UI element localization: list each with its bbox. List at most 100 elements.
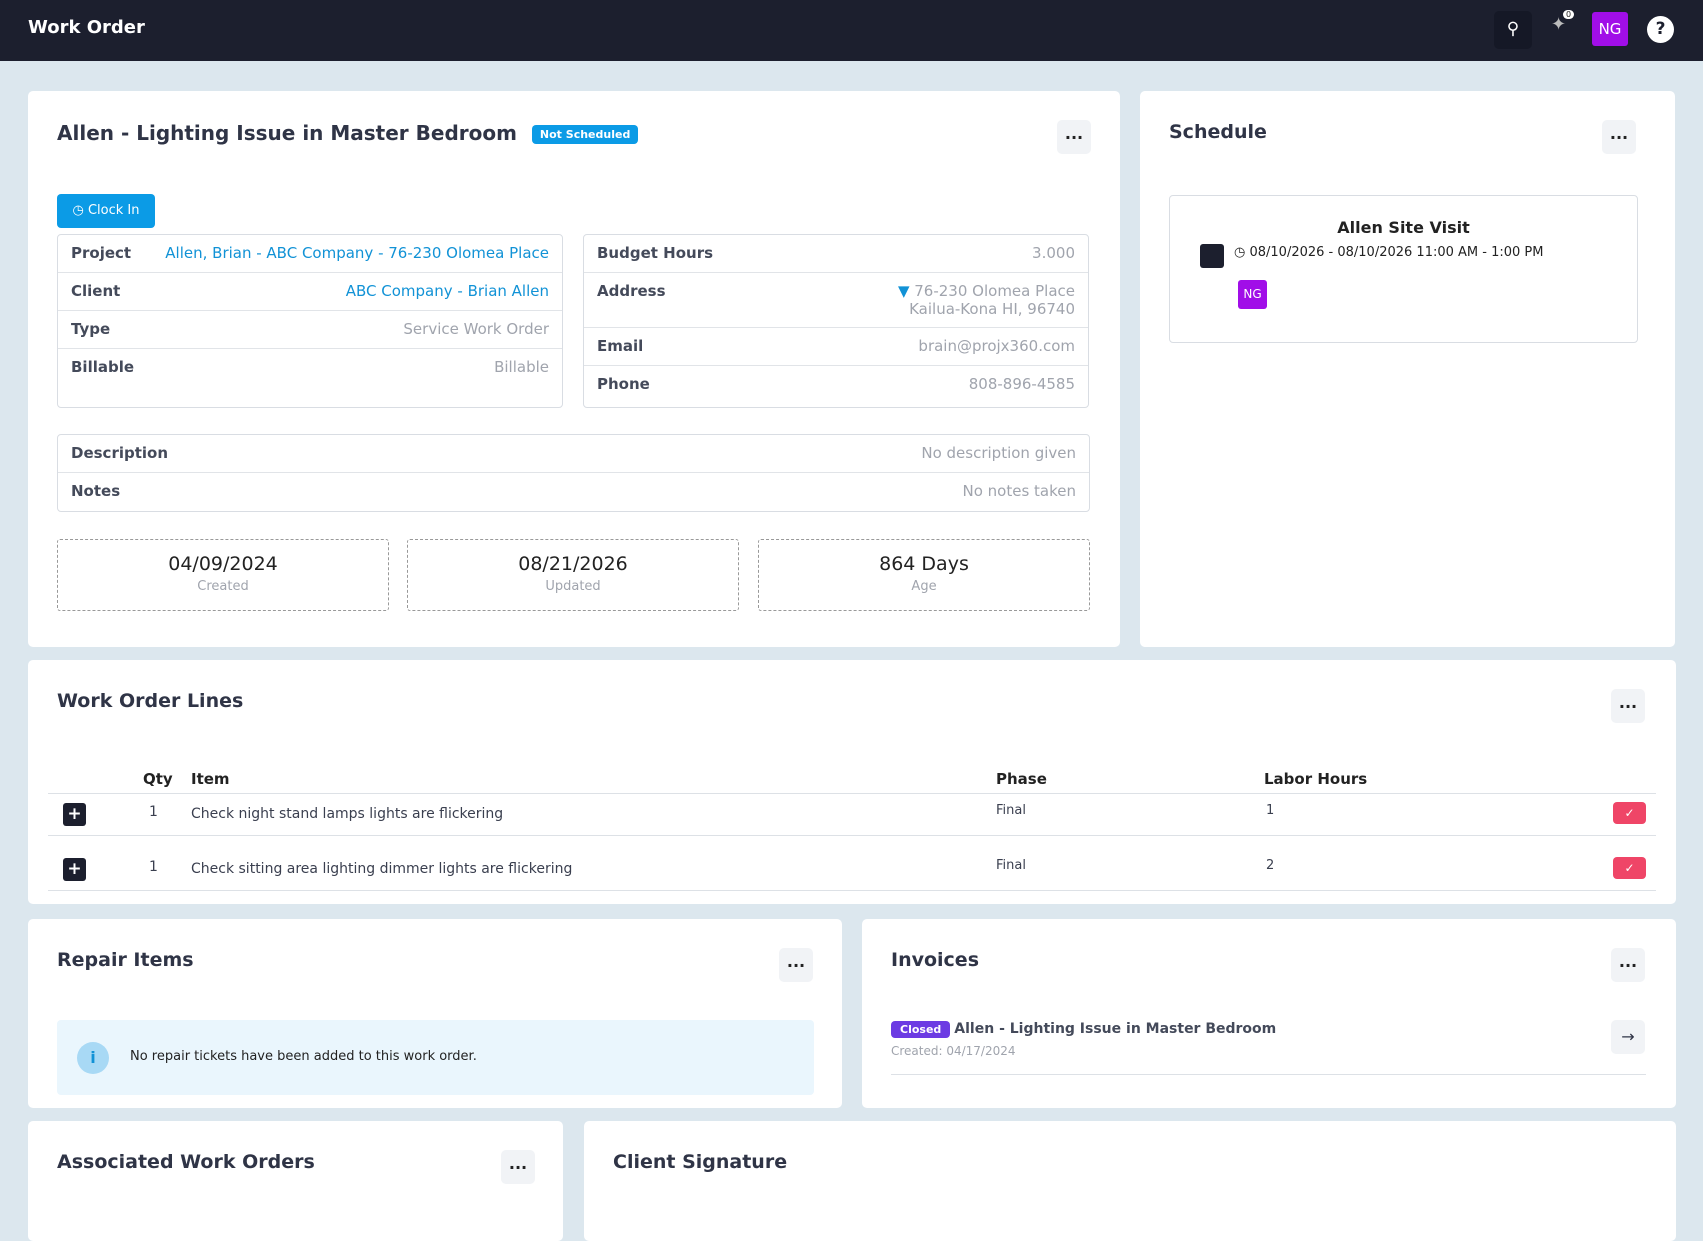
help-button[interactable]: ? xyxy=(1647,16,1674,43)
expand-button[interactable]: + xyxy=(63,803,86,826)
detail-row: Billable Billable xyxy=(58,349,562,387)
detail-value: Allen, Brian - ABC Company - 76-230 Olom… xyxy=(165,244,549,262)
work-order-card: Allen - Lighting Issue in Master Bedroom… xyxy=(28,91,1120,647)
detail-line: 808-896-4585 xyxy=(969,375,1075,393)
notes-value: No notes taken xyxy=(962,482,1076,500)
detail-value: Billable xyxy=(494,358,549,376)
signature-title: Client Signature xyxy=(613,1151,788,1173)
info-message: No repair tickets have been added to thi… xyxy=(130,1049,477,1064)
signature-card: Client Signature xyxy=(584,1121,1676,1241)
event-box: Allen Site Visit ◷ 08/10/2026 - 08/10/20… xyxy=(1169,195,1638,343)
details-right: Budget Hours 3.000 Address ▼ 76-230 Olomea … xyxy=(583,234,1089,408)
divider xyxy=(48,835,1656,836)
col-header: Qty xyxy=(143,770,173,788)
detail-label: Client xyxy=(71,282,121,300)
detail-text: 3.000 xyxy=(1032,244,1075,262)
detail-label: Billable xyxy=(71,358,135,376)
more-button[interactable]: ... xyxy=(779,948,813,982)
detail-row: Type Service Work Order xyxy=(58,311,562,349)
expand-button[interactable]: + xyxy=(63,858,86,881)
divider xyxy=(891,1074,1646,1075)
more-button[interactable]: ... xyxy=(1057,120,1091,154)
search-button[interactable]: ⚲ xyxy=(1494,11,1532,49)
item: Check night stand lamps lights are flick… xyxy=(191,806,504,822)
detail-line: Kailua-Kona HI, 96740 xyxy=(898,300,1075,318)
detail-value: ▼ 76-230 Olomea Place Kailua-Kona HI, 967… xyxy=(898,282,1075,318)
stat-value: 04/09/2024 xyxy=(168,553,278,575)
more-button[interactable]: ... xyxy=(501,1150,535,1184)
more-button[interactable]: ... xyxy=(1611,689,1645,723)
more-button[interactable]: ... xyxy=(1602,120,1636,154)
title-text: Allen - Lighting Issue in Master Bedroom xyxy=(57,121,517,145)
detail-label: Project xyxy=(71,244,132,262)
invoice-created: Created: 04/17/2024 xyxy=(891,1044,1016,1058)
event-time: ◷ 08/10/2026 - 08/10/2026 11:00 AM - 1:0… xyxy=(1234,245,1544,260)
detail-line: ▼ 76-230 Olomea Place xyxy=(898,282,1075,300)
notes-row: Notes No notes taken xyxy=(58,473,1089,511)
more-button[interactable]: ... xyxy=(1611,948,1645,982)
lines-title: Work Order Lines xyxy=(57,690,244,712)
notes-label: Description xyxy=(71,444,169,462)
phase: Final xyxy=(996,858,1026,873)
details-left: Project Allen, Brian - ABC Company - 76-2… xyxy=(57,234,563,408)
detail-value: brain@projx360.com xyxy=(918,337,1075,355)
detail-label: Email xyxy=(597,337,644,355)
stat-value: 08/21/2026 xyxy=(518,553,628,575)
divider xyxy=(48,890,1656,891)
detail-label: Phone xyxy=(597,375,650,393)
info-icon: i xyxy=(77,1042,109,1074)
col-header: Labor Hours xyxy=(1264,770,1368,788)
detail-value: 808-896-4585 xyxy=(969,375,1075,393)
qty: 1 xyxy=(149,859,158,875)
associated-card: Associated Work Orders ... xyxy=(28,1121,563,1241)
detail-value: Service Work Order xyxy=(403,320,549,338)
user-avatar[interactable]: NG xyxy=(1592,12,1628,46)
status-badge: Not Scheduled xyxy=(531,125,639,144)
notification-count: 0 xyxy=(1563,10,1575,19)
event-title: Allen Site Visit xyxy=(1337,218,1470,237)
stat-label: Updated xyxy=(545,579,601,594)
repair-card: Repair Items ... i No repair tickets hav… xyxy=(28,919,842,1108)
detail-text: brain@projx360.com xyxy=(918,337,1075,355)
detail-label: Budget Hours xyxy=(597,244,714,262)
open-invoice[interactable]: → xyxy=(1611,1020,1645,1054)
schedule-card: Schedule ... Allen Site Visit ◷ 08/10/20… xyxy=(1140,91,1675,647)
clock-in-label: Clock In xyxy=(87,203,140,218)
detail-value: ABC Company - Brian Allen xyxy=(345,282,549,300)
notes-box: Description No description given Notes No n… xyxy=(57,434,1090,512)
detail-line: brain@projx360.com xyxy=(918,337,1075,355)
invoice-title: Allen - Lighting Issue in Master Bedroom xyxy=(954,1021,1277,1037)
phase: Final xyxy=(996,803,1026,818)
invoice-row[interactable]: Closed Allen - Lighting Issue in Master B… xyxy=(891,1021,1277,1038)
event-time-text: 08/10/2026 - 08/10/2026 11:00 AM - 1:00 … xyxy=(1249,245,1544,260)
detail-label: Address xyxy=(597,282,666,300)
detail-text: 76-230 Olomea Place xyxy=(914,282,1075,300)
notifications[interactable]: ✦ 0 xyxy=(1551,10,1575,35)
calendar-icon xyxy=(1200,244,1224,268)
item: Check sitting area lighting dimmer light… xyxy=(191,861,573,877)
detail-row: Address ▼ 76-230 Olomea Place Kailua-Kona … xyxy=(584,273,1088,328)
lines-card: Work Order Lines ... Qty Item Phase Labo… xyxy=(28,660,1676,904)
repair-title: Repair Items xyxy=(57,949,194,971)
detail-row: Budget Hours 3.000 xyxy=(584,235,1088,273)
invoice-status: Closed xyxy=(891,1021,951,1038)
info-box: i No repair tickets have been added to t… xyxy=(57,1020,814,1095)
detail-text: Kailua-Kona HI, 96740 xyxy=(909,300,1075,318)
labor-hours: 1 xyxy=(1266,803,1275,818)
col-header: Phase xyxy=(996,770,1047,788)
invoices-title: Invoices xyxy=(891,949,980,971)
complete-button[interactable]: ✓ xyxy=(1613,802,1646,824)
stat-value: 864 Days xyxy=(879,553,969,575)
detail-row: Email brain@projx360.com xyxy=(584,328,1088,366)
stat-updated: 08/21/2026 Updated xyxy=(407,539,739,611)
detail-row: Client ABC Company - Brian Allen xyxy=(58,273,562,311)
notes-value: No description given xyxy=(921,444,1076,462)
col-header: Item xyxy=(191,770,230,788)
clock-in-button[interactable]: ◷ Clock In xyxy=(57,194,155,228)
qty: 1 xyxy=(149,804,158,820)
complete-button[interactable]: ✓ xyxy=(1613,857,1646,879)
stat-label: Created xyxy=(197,579,249,594)
invoices-card: Invoices ... Closed Allen - Lighting Issu… xyxy=(862,919,1676,1108)
stat-created: 04/09/2024 Created xyxy=(57,539,389,611)
